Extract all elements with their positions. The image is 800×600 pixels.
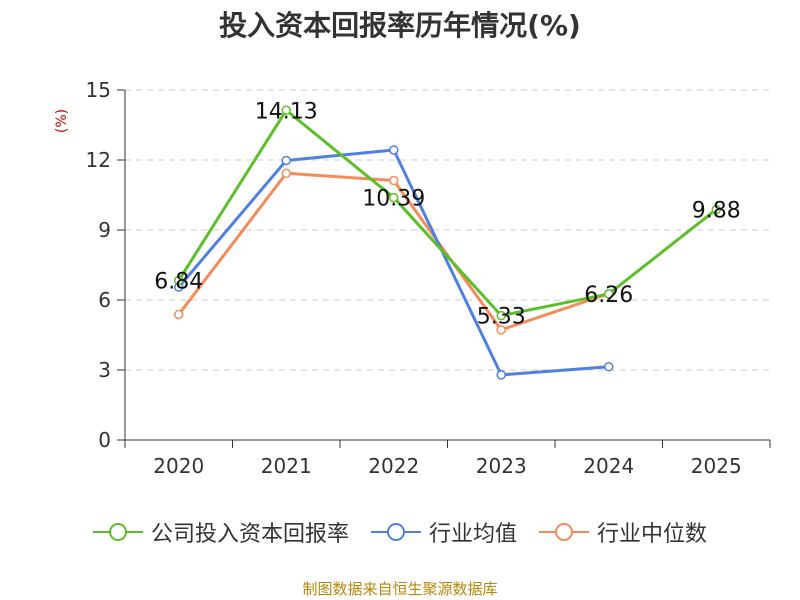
y-tick-label: 12 (86, 148, 111, 172)
y-tick-label: 3 (98, 358, 111, 382)
data-point[interactable] (496, 310, 506, 321)
series-layer (174, 105, 721, 380)
data-point[interactable] (389, 175, 399, 186)
legend-marker-icon (92, 523, 143, 541)
data-label: 10.39 (362, 187, 425, 212)
y-tick-label: 0 (98, 428, 111, 452)
data-label: 6.26 (584, 283, 633, 308)
data-point[interactable] (281, 105, 291, 116)
legend-marker-icon (539, 523, 589, 541)
axis-layer: 0 3 6 9 12 15 2020 2021 2022 2023 2024 2025 (86, 78, 771, 478)
data-point[interactable] (604, 289, 614, 299)
series-line (177, 108, 718, 318)
chart-title: 投入资本回报率历年情况(%) (219, 9, 581, 42)
data-point[interactable] (281, 155, 291, 166)
x-tick-label: 2023 (476, 454, 527, 478)
data-point[interactable] (604, 361, 614, 372)
grid-layer (125, 89, 770, 371)
y-tick-label: 15 (86, 78, 111, 102)
data-point[interactable] (174, 309, 184, 320)
data-label: 9.88 (692, 198, 741, 223)
x-tick-label: 2022 (368, 454, 419, 478)
data-point[interactable] (389, 192, 399, 203)
legend-label: 行业中位数 (597, 522, 708, 547)
source-footer: 制图数据来自恒生聚源数据库 (302, 580, 498, 598)
data-label: 5.33 (477, 305, 526, 330)
data-point[interactable] (496, 370, 506, 380)
data-label: 6.84 (154, 269, 203, 294)
legend-item-industry-mean[interactable]: 行业均值 (370, 516, 517, 548)
legend-marker-icon (370, 523, 421, 541)
data-point[interactable] (174, 275, 184, 286)
data-point[interactable] (711, 204, 721, 215)
x-tick-label: 2025 (691, 454, 742, 478)
data-label-layer: 6.84 14.13 10.39 5.33 6.26 9.88 (154, 99, 740, 329)
legend-label: 公司投入资本回报率 (150, 522, 349, 547)
data-point[interactable] (496, 325, 506, 335)
data-label: 14.13 (255, 99, 318, 124)
y-tick-label: 9 (98, 218, 111, 242)
legend-label: 行业均值 (428, 522, 517, 547)
x-tick-label: 2021 (261, 454, 312, 478)
x-tick-label: 2020 (153, 454, 204, 478)
x-tick-label: 2024 (583, 454, 634, 478)
data-point[interactable] (389, 145, 399, 155)
legend-item-industry-median[interactable]: 行业中位数 (539, 516, 707, 548)
data-point[interactable] (281, 168, 291, 179)
y-axis-label: (%) (54, 108, 71, 134)
y-tick-label: 6 (98, 288, 111, 312)
legend: 公司投入资本回报率 行业均值 行业中位数 (0, 516, 800, 548)
legend-item-company[interactable]: 公司投入资本回报率 (92, 516, 349, 548)
